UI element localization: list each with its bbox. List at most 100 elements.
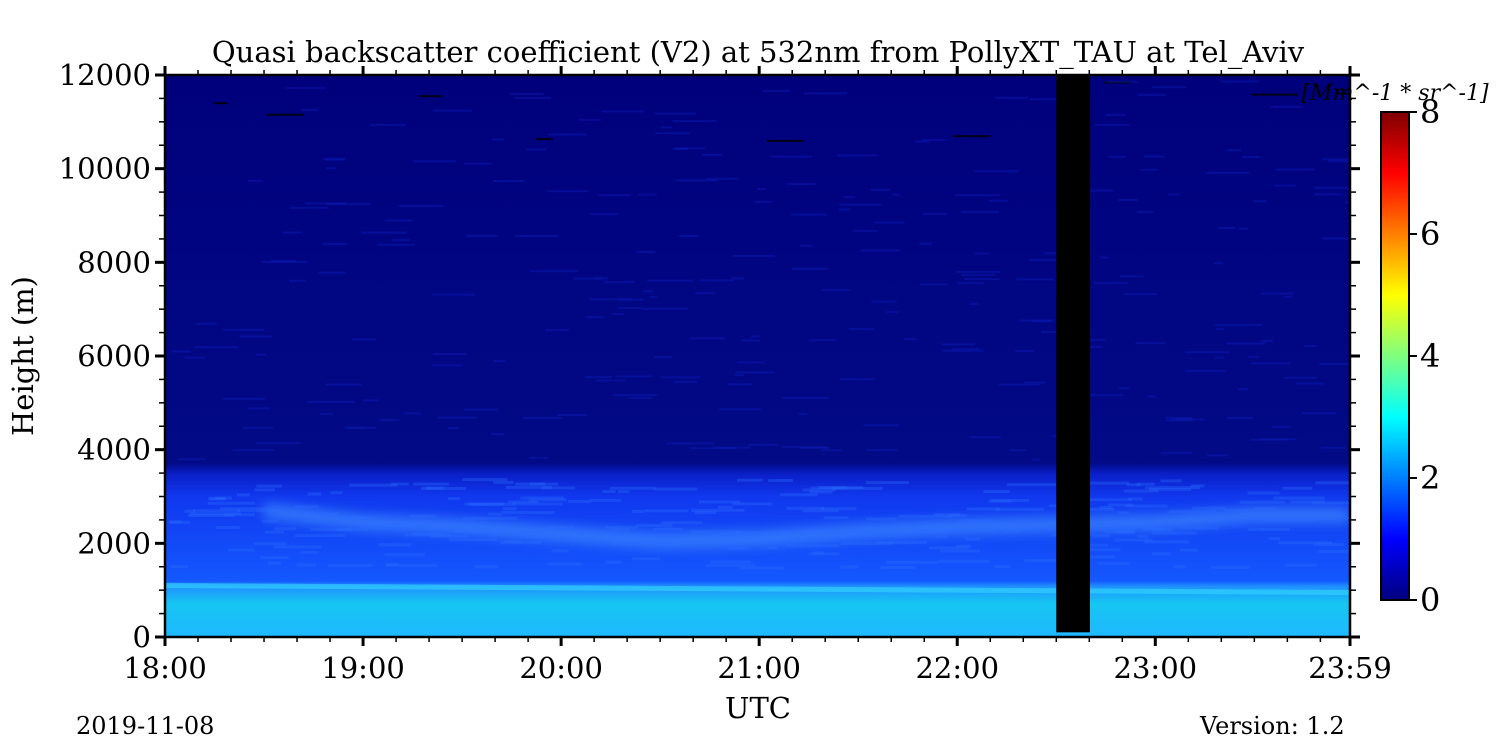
noise-streak xyxy=(322,243,348,246)
aerosol-texture xyxy=(188,514,235,517)
aerosol-texture xyxy=(1142,528,1164,531)
aerosol-texture xyxy=(1290,500,1325,504)
noise-streak xyxy=(798,412,808,415)
colorbar-unit: [Mm^-1 * sr^-1] xyxy=(1301,81,1488,106)
noise-streak xyxy=(866,449,898,452)
noise-streak xyxy=(638,193,657,196)
aerosol-texture xyxy=(710,560,752,564)
noise-streak xyxy=(1095,123,1130,126)
aerosol-texture xyxy=(547,562,582,566)
aerosol-texture xyxy=(768,479,793,482)
aerosol-texture xyxy=(851,529,904,533)
x-axis-label: UTC xyxy=(725,691,791,725)
aerosol-texture xyxy=(184,509,196,513)
aerosol-texture xyxy=(1314,543,1344,547)
noise-streak xyxy=(689,337,725,340)
aerosol-texture xyxy=(254,488,275,492)
x-tick-label: 18:00 xyxy=(123,651,207,685)
aerosol-texture xyxy=(841,541,894,545)
noise-streak xyxy=(1215,324,1263,326)
aerosol-texture xyxy=(253,542,287,546)
noise-streak xyxy=(362,399,379,402)
aerosol-texture xyxy=(631,557,661,561)
noise-streak xyxy=(988,199,1008,202)
noise-streak xyxy=(255,353,267,356)
aerosol-texture xyxy=(409,514,437,518)
noise-streak xyxy=(222,328,265,331)
noise-streak xyxy=(1272,425,1290,428)
aerosol-texture xyxy=(237,509,278,513)
noise-streak xyxy=(1319,362,1350,365)
colorbar-tick-label: 8 xyxy=(1420,93,1440,131)
noise-streak xyxy=(954,194,1000,197)
noise-streak xyxy=(672,120,717,122)
aerosol-texture xyxy=(273,545,322,549)
noise-streak xyxy=(437,416,478,419)
noise-streak xyxy=(596,379,626,382)
noise-streak xyxy=(919,283,948,286)
noise-streak xyxy=(1337,92,1350,95)
aerosol-texture xyxy=(820,507,857,511)
noise-streak xyxy=(433,353,467,355)
noise-streak xyxy=(969,436,1001,439)
noise-streak xyxy=(510,93,544,96)
aerosol-texture xyxy=(802,509,839,513)
noise-streak xyxy=(1185,351,1230,354)
noise-streak xyxy=(1214,356,1224,359)
aerosol-texture xyxy=(208,497,225,501)
aerosol-texture xyxy=(850,533,874,537)
aerosol-texture xyxy=(219,507,271,511)
aerosol-texture xyxy=(1239,500,1285,504)
noise-streak xyxy=(923,212,948,215)
noise-streak xyxy=(678,235,700,237)
noise-streak xyxy=(757,188,766,190)
noise-streak xyxy=(1250,438,1287,441)
noise-streak xyxy=(840,378,876,381)
aerosol-texture xyxy=(808,552,840,556)
noise-streak xyxy=(463,408,499,411)
aerosol-texture xyxy=(1192,506,1227,510)
noise-streak xyxy=(1328,160,1350,163)
noise-streak xyxy=(727,383,753,386)
aerosol-texture xyxy=(168,520,183,524)
aerosol-texture xyxy=(300,550,319,554)
noise-streak xyxy=(514,97,552,99)
noise-streak xyxy=(1227,417,1254,419)
aerosol-texture xyxy=(631,510,644,513)
noise-streak xyxy=(715,446,750,449)
aerosol-texture xyxy=(501,511,555,515)
noise-streak xyxy=(1087,394,1124,397)
noise-streak xyxy=(586,316,605,319)
noise-streak xyxy=(994,96,1028,99)
aerosol-texture xyxy=(210,497,226,501)
aerosol-texture xyxy=(513,502,563,506)
aerosol-texture xyxy=(866,529,881,533)
aerosol-texture xyxy=(189,512,242,516)
noise-streak xyxy=(1015,350,1034,352)
noise-streak xyxy=(1140,168,1158,171)
aerosol-texture xyxy=(890,531,902,535)
aerosol-texture xyxy=(294,505,319,509)
aerosol-texture xyxy=(265,530,284,534)
aerosol-texture xyxy=(1343,516,1350,520)
aerosol-texture xyxy=(474,565,499,569)
aerosol-texture xyxy=(520,496,564,500)
aerosol-texture xyxy=(1126,483,1141,487)
aerosol-texture xyxy=(831,487,883,490)
aerosol-texture xyxy=(551,549,569,553)
noise-streak xyxy=(660,376,701,379)
aerosol-texture xyxy=(938,559,990,563)
noise-streak xyxy=(1283,376,1318,379)
aerosol-texture xyxy=(1160,479,1182,483)
noise-streak xyxy=(598,194,632,197)
colorbar-tick-label: 2 xyxy=(1420,459,1440,497)
noise-streak xyxy=(955,270,1000,273)
noise-streak xyxy=(1170,418,1204,421)
noise-streak xyxy=(771,155,812,158)
colorbar-tick-label: 6 xyxy=(1420,215,1440,253)
noise-streak xyxy=(1274,184,1296,187)
noise-streak xyxy=(432,293,475,296)
noise-streak xyxy=(1218,227,1236,229)
noise-streak xyxy=(377,243,415,246)
